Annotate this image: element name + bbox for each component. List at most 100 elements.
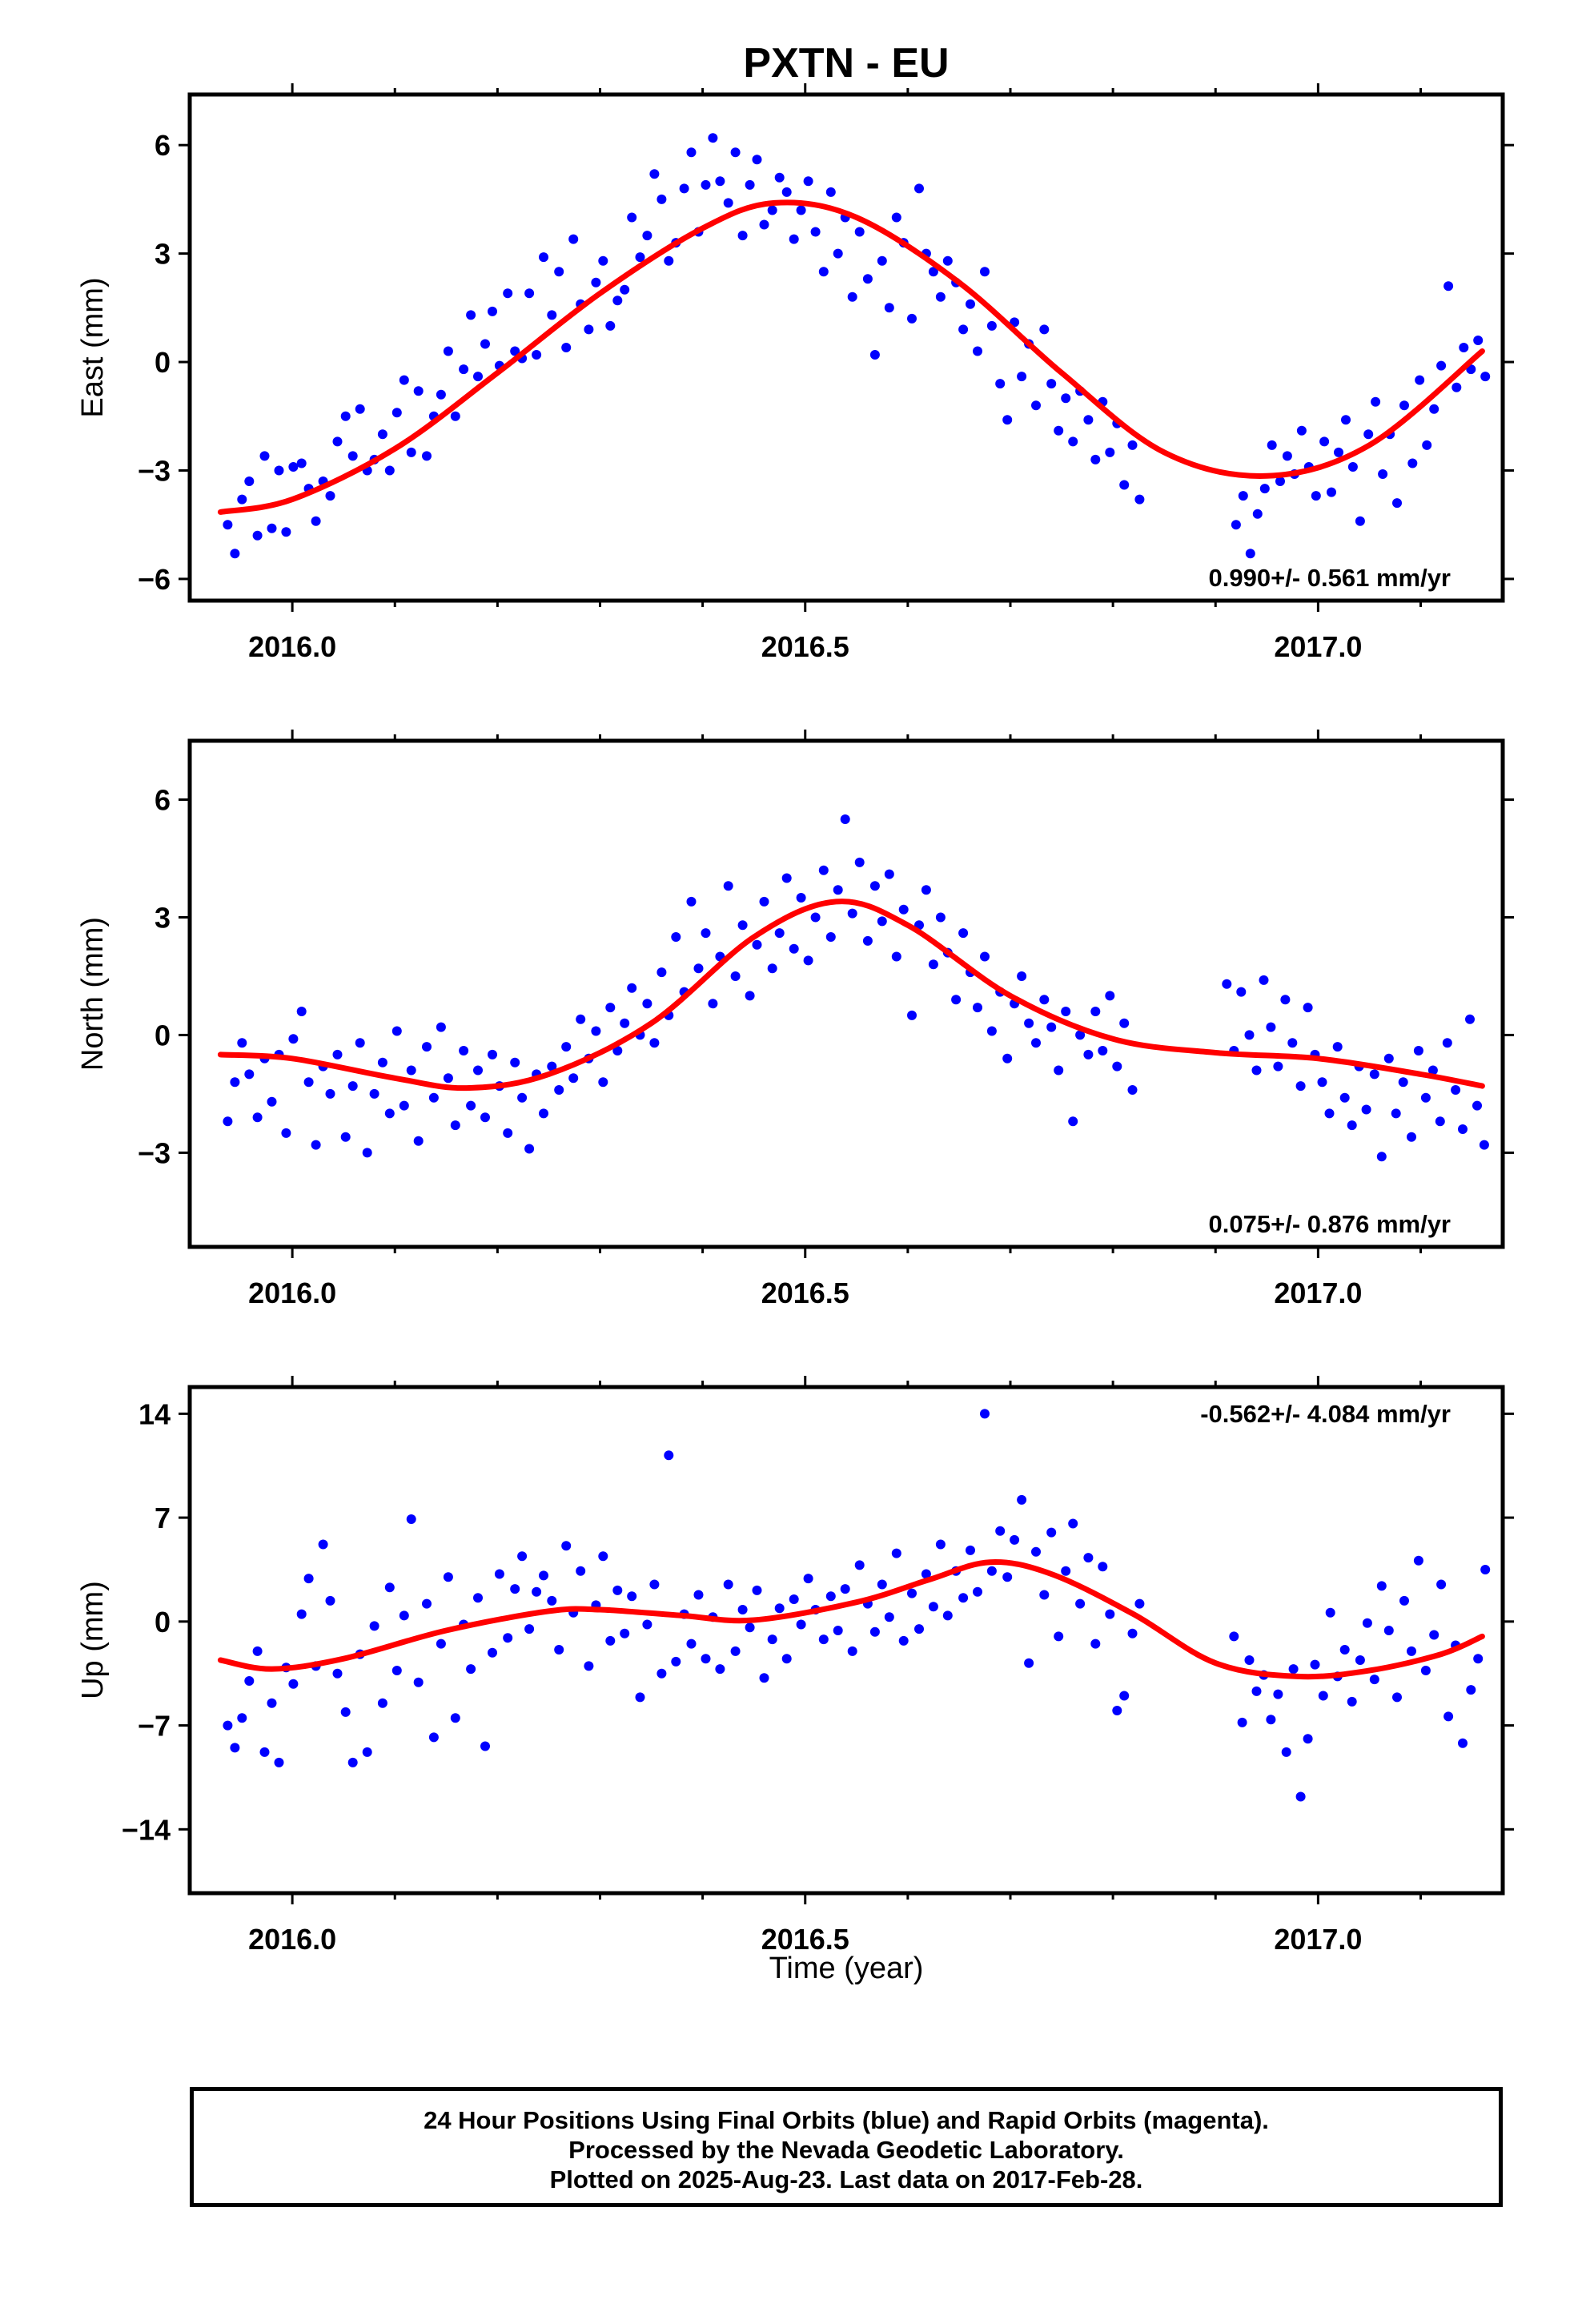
east-panel: 2016.0 2016.5 2017.0 6 3 0 −3 −6 East (mm) 0.990+… bbox=[76, 83, 1514, 663]
north-data-point bbox=[1458, 1124, 1468, 1134]
east-x-tick-label: 2016.5 bbox=[761, 630, 849, 663]
north-data-point bbox=[1339, 1092, 1350, 1103]
east-data-point bbox=[620, 284, 630, 295]
east-data-point bbox=[1347, 462, 1358, 472]
up-data-point bbox=[554, 1645, 564, 1655]
up-data-point bbox=[1244, 1655, 1255, 1665]
up-data-point bbox=[532, 1586, 542, 1597]
east-data-point bbox=[1436, 360, 1447, 371]
up-data-point bbox=[635, 1692, 645, 1703]
east-data-point bbox=[642, 231, 652, 241]
north-data-point bbox=[281, 1128, 291, 1138]
up-data-point bbox=[1325, 1607, 1335, 1618]
up-data-point bbox=[1362, 1618, 1372, 1628]
up-data-point bbox=[325, 1595, 335, 1606]
north-data-point bbox=[1391, 1108, 1401, 1119]
up-x-ticks bbox=[291, 1376, 1422, 1904]
north-data-point bbox=[347, 1081, 358, 1092]
east-data-point bbox=[803, 176, 813, 187]
east-data-point bbox=[1046, 379, 1057, 389]
north-data-point bbox=[1039, 995, 1050, 1005]
east-data-point bbox=[332, 436, 343, 447]
up-data-point bbox=[825, 1591, 836, 1602]
north-data-point bbox=[891, 951, 901, 962]
north-data-point bbox=[869, 881, 880, 891]
east-y-axis-label: East (mm) bbox=[76, 277, 110, 417]
up-data-point bbox=[649, 1579, 660, 1590]
north-data-point bbox=[693, 963, 704, 974]
north-data-point bbox=[1407, 1132, 1416, 1142]
up-data-point bbox=[1075, 1598, 1086, 1609]
north-data-point bbox=[303, 1077, 314, 1088]
east-data-point bbox=[745, 179, 755, 190]
up-data-point bbox=[1466, 1685, 1476, 1695]
caption-line-3: Plotted on 2025-Aug-23. Last data on 201… bbox=[549, 2165, 1143, 2193]
north-data-point bbox=[745, 991, 755, 1001]
up-data-point bbox=[473, 1593, 483, 1603]
north-data-point bbox=[244, 1069, 255, 1080]
up-data-point bbox=[1237, 1717, 1247, 1727]
north-data-point bbox=[730, 971, 741, 981]
up-data-point bbox=[928, 1602, 938, 1612]
up-data-point bbox=[1002, 1572, 1013, 1582]
north-data-point bbox=[907, 1010, 917, 1020]
north-data-point bbox=[701, 928, 711, 939]
up-data-point bbox=[1480, 1565, 1491, 1574]
up-data-point bbox=[1429, 1630, 1439, 1640]
east-data-point bbox=[1134, 494, 1145, 505]
north-data-point bbox=[980, 951, 990, 962]
north-data-point bbox=[473, 1065, 483, 1076]
x-axis-label: Time (year) bbox=[769, 1952, 924, 1985]
east-data-point bbox=[377, 429, 387, 440]
east-data-point bbox=[958, 324, 969, 335]
north-data-point bbox=[1244, 1030, 1255, 1040]
east-data-point bbox=[1327, 487, 1336, 497]
east-data-point bbox=[223, 520, 233, 530]
east-data-point bbox=[1127, 440, 1138, 450]
up-data-point bbox=[1054, 1631, 1064, 1642]
up-data-point bbox=[598, 1551, 608, 1562]
north-data-point bbox=[986, 1026, 997, 1036]
north-data-point bbox=[1031, 1038, 1041, 1048]
up-data-point bbox=[891, 1548, 901, 1558]
north-data-point bbox=[340, 1132, 351, 1142]
up-data-point bbox=[1105, 1609, 1115, 1619]
north-data-point bbox=[399, 1100, 409, 1111]
north-data-point bbox=[1465, 1014, 1475, 1024]
north-data-point bbox=[406, 1065, 416, 1076]
east-data-point bbox=[1267, 440, 1277, 450]
east-data-point bbox=[1319, 436, 1330, 447]
up-data-point bbox=[503, 1633, 513, 1643]
east-data-point bbox=[532, 350, 542, 360]
north-data-point bbox=[413, 1136, 424, 1146]
east-rate-label: 0.990+/- 0.561 mm/yr bbox=[1209, 564, 1451, 592]
up-y-tick-label: 0 bbox=[155, 1606, 171, 1638]
north-data-point bbox=[1075, 1030, 1086, 1040]
north-data-point bbox=[296, 1007, 307, 1016]
up-data-point bbox=[1010, 1534, 1020, 1545]
up-data-point bbox=[1119, 1691, 1130, 1701]
up-data-point bbox=[584, 1661, 594, 1671]
up-data-point bbox=[914, 1624, 924, 1634]
east-data-point bbox=[1311, 491, 1321, 501]
east-data-point bbox=[1039, 324, 1050, 335]
north-data-point bbox=[450, 1120, 460, 1131]
up-data-point bbox=[406, 1514, 416, 1524]
east-data-point bbox=[759, 219, 769, 230]
east-data-point bbox=[1422, 440, 1432, 450]
up-data-point bbox=[436, 1638, 446, 1649]
up-data-point bbox=[847, 1646, 857, 1656]
north-data-point bbox=[921, 885, 931, 895]
up-data-point bbox=[377, 1698, 387, 1708]
up-data-point bbox=[480, 1741, 490, 1751]
north-data-point bbox=[510, 1057, 520, 1068]
up-data-point bbox=[921, 1569, 931, 1579]
east-data-point bbox=[973, 346, 982, 356]
east-data-point bbox=[311, 516, 321, 526]
east-data-point bbox=[406, 447, 416, 457]
east-data-point bbox=[914, 183, 924, 194]
east-data-point bbox=[854, 227, 865, 237]
east-data-point bbox=[510, 346, 520, 356]
east-data-point bbox=[399, 375, 409, 385]
east-data-point bbox=[995, 379, 1006, 389]
